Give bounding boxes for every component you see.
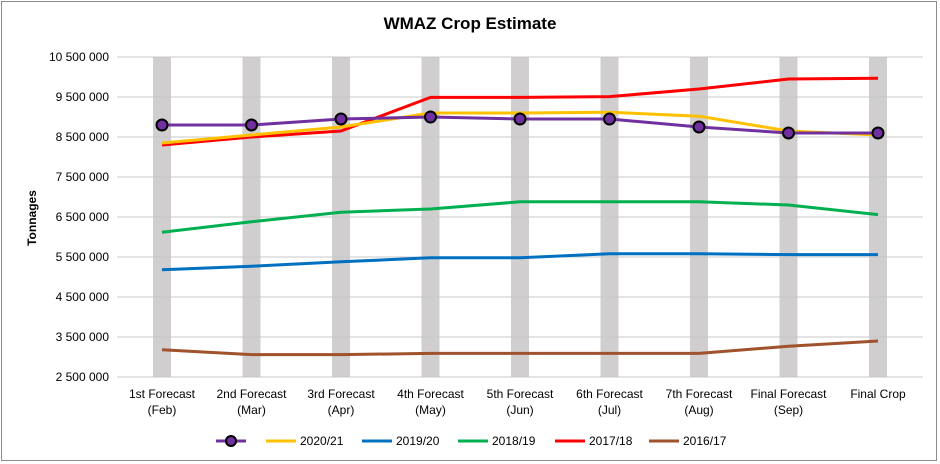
data-point <box>155 118 169 132</box>
legend-label: 2016/17 <box>683 434 727 448</box>
x-tick-label-sub: (Mar) <box>237 403 266 417</box>
x-tick-label: Final Forecast <box>750 387 827 401</box>
data-point <box>871 126 885 140</box>
x-tick-label-sub: (Jul) <box>598 403 621 417</box>
y-tick-label: 5 500 000 <box>56 250 110 264</box>
legend-label: 2017/18 <box>589 434 633 448</box>
y-tick-label: 9 500 000 <box>56 90 110 104</box>
chart-title: WMAZ Crop Estimate <box>383 14 557 33</box>
x-tick-labels: 1st Forecast (Feb) 2nd Forecast (Mar) 3rd Fo… <box>129 387 906 417</box>
y-axis-label: Tonnages <box>25 190 39 246</box>
x-tick-label-sub: (Aug) <box>684 403 713 417</box>
legend-marker <box>225 435 237 447</box>
y-tick-label: 10 500 000 <box>49 50 109 64</box>
data-point <box>245 118 258 132</box>
y-tick-label: 6 500 000 <box>56 210 110 224</box>
x-tick-label: 5th Forecast <box>487 387 554 401</box>
data-point <box>424 110 437 124</box>
legend-label: 2019/20 <box>396 434 440 448</box>
series-lines <box>161 76 879 357</box>
series-line-2018-19 <box>161 200 879 234</box>
x-tick-label: 2nd Forecast <box>216 387 287 401</box>
data-point <box>603 112 616 126</box>
series-markers <box>155 110 885 140</box>
x-tick-label: 1st Forecast <box>129 387 196 401</box>
x-tick-label-sub: (May) <box>415 403 446 417</box>
x-tick-label-sub: (Feb) <box>148 403 177 417</box>
x-tick-label: 4th Forecast <box>397 387 464 401</box>
x-tick-label-sub: (Sep) <box>774 403 803 417</box>
x-tick-label: 6th Forecast <box>576 387 643 401</box>
series-line-2016-17 <box>161 339 879 357</box>
data-point <box>334 112 348 126</box>
x-tick-label: 3rd Forecast <box>307 387 375 401</box>
y-tick-labels: 2 500 000 3 500 000 4 500 000 5 500 000 6 50… <box>49 50 109 384</box>
x-tick-label-sub: (Jun) <box>506 403 533 417</box>
y-tick-label: 3 500 000 <box>56 330 110 344</box>
x-tick-label: Final Crop <box>850 387 906 401</box>
data-point <box>782 126 795 140</box>
x-tick-label: 7th Forecast <box>666 387 733 401</box>
y-tick-label: 2 500 000 <box>56 370 110 384</box>
y-tick-label: 7 500 000 <box>56 170 110 184</box>
legend: 2020/21 2019/20 2018/19 2017/18 2016/17 <box>216 434 727 448</box>
y-tick-label: 4 500 000 <box>56 290 110 304</box>
legend-label: 2018/19 <box>492 434 536 448</box>
legend-label: 2020/21 <box>300 434 344 448</box>
x-tick-label-sub: (Apr) <box>328 403 355 417</box>
data-point <box>692 120 706 134</box>
data-point <box>513 112 527 126</box>
series-line-2017-18 <box>161 76 879 147</box>
series-line-2019-20 <box>161 252 878 272</box>
y-tick-label: 8 500 000 <box>56 130 110 144</box>
